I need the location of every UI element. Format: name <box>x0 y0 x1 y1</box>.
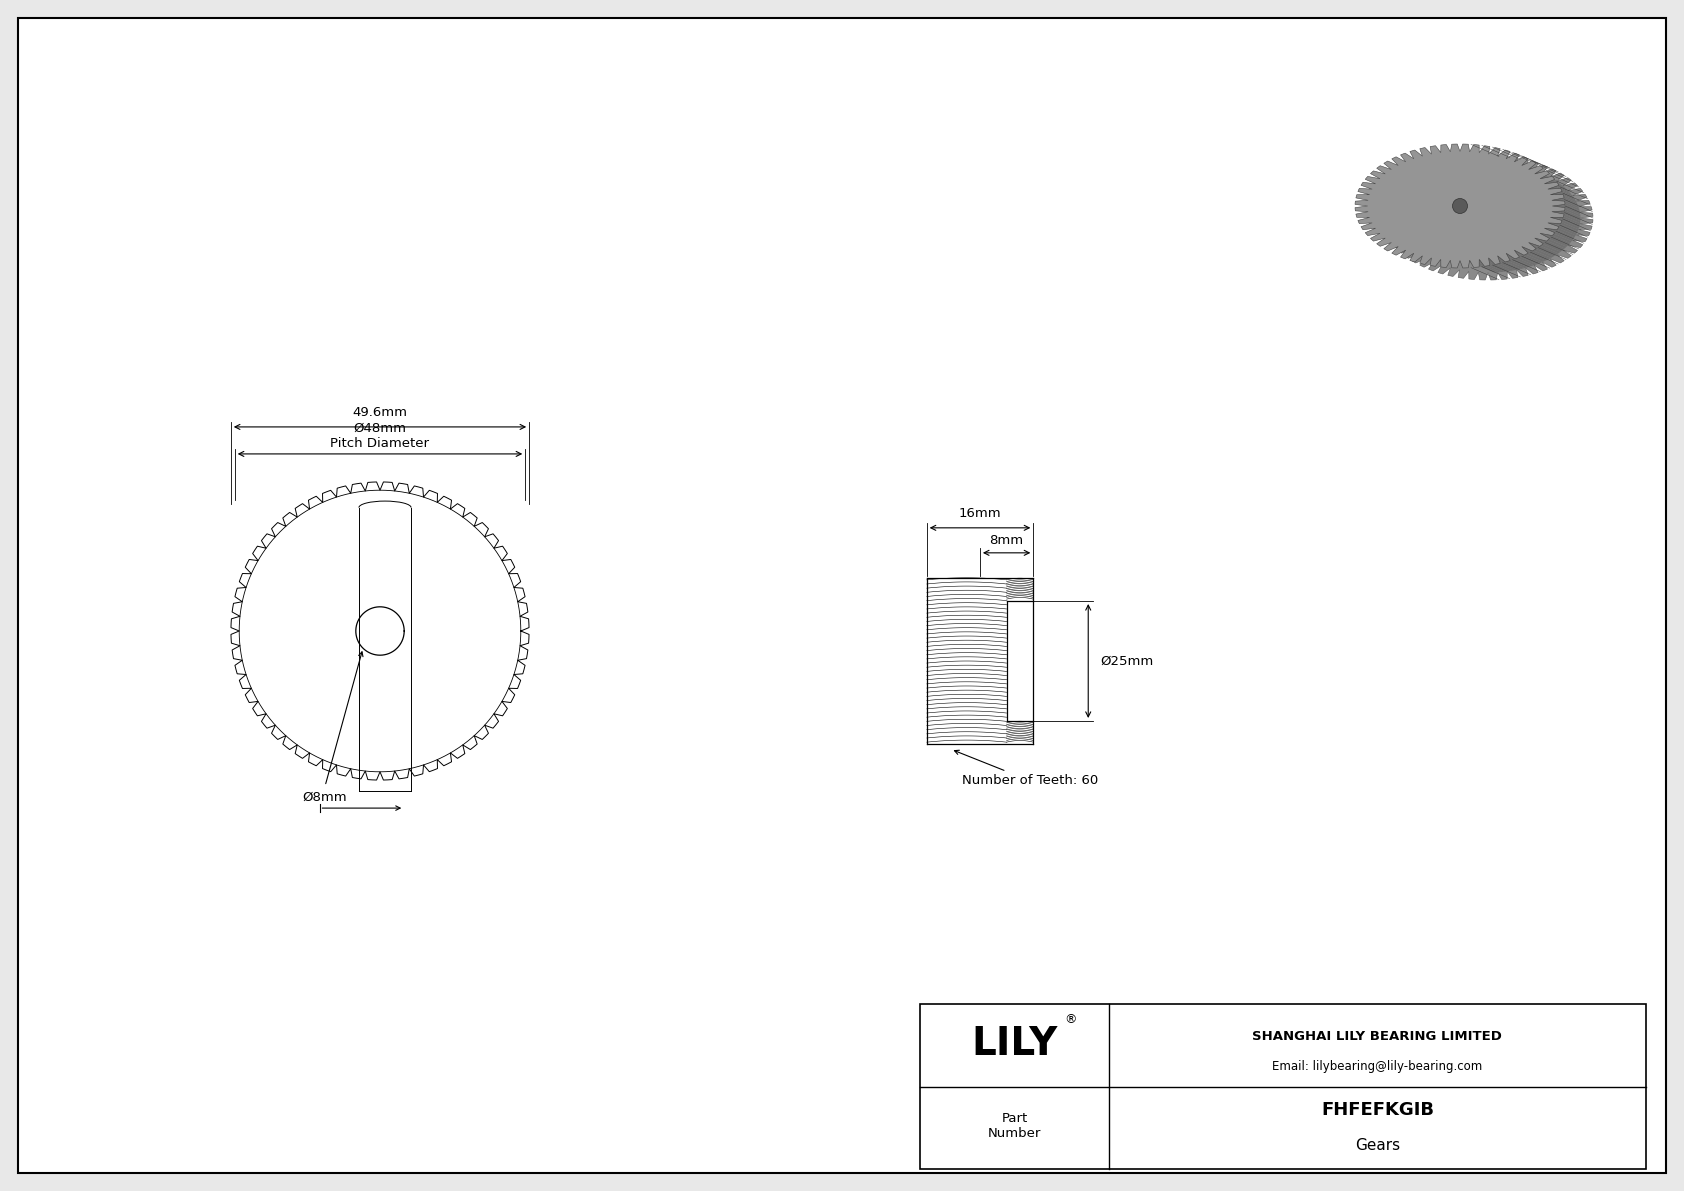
Polygon shape <box>1480 258 1511 272</box>
Polygon shape <box>19 18 1665 1173</box>
Polygon shape <box>1546 224 1576 237</box>
Text: FHFEFKGIB: FHFEFKGIB <box>1320 1100 1433 1118</box>
Polygon shape <box>1549 191 1578 205</box>
Polygon shape <box>1526 168 1556 181</box>
Text: Number of Teeth: 60: Number of Teeth: 60 <box>955 750 1098 787</box>
Text: ®: ® <box>1064 1014 1076 1027</box>
Polygon shape <box>1487 257 1517 270</box>
Polygon shape <box>1502 254 1534 267</box>
Polygon shape <box>919 1004 1645 1170</box>
Circle shape <box>1453 199 1467 213</box>
Polygon shape <box>1512 161 1543 174</box>
Polygon shape <box>1383 156 1593 280</box>
Text: 16mm: 16mm <box>958 507 1002 519</box>
Polygon shape <box>1537 235 1566 249</box>
Polygon shape <box>1356 144 1564 268</box>
Polygon shape <box>1477 152 1507 164</box>
Polygon shape <box>1470 151 1500 164</box>
Polygon shape <box>1474 260 1504 272</box>
Polygon shape <box>1465 261 1497 273</box>
Polygon shape <box>1505 158 1537 172</box>
Polygon shape <box>1541 179 1569 193</box>
Polygon shape <box>1502 157 1534 170</box>
Polygon shape <box>1532 173 1563 186</box>
Polygon shape <box>1521 164 1551 179</box>
Polygon shape <box>1497 156 1527 169</box>
Polygon shape <box>1553 202 1580 217</box>
Polygon shape <box>1531 170 1561 185</box>
Polygon shape <box>1546 187 1576 200</box>
Polygon shape <box>1517 248 1548 261</box>
Polygon shape <box>1546 225 1575 239</box>
Polygon shape <box>1551 211 1580 225</box>
Text: Ø25mm: Ø25mm <box>1100 655 1154 667</box>
Polygon shape <box>1551 216 1580 230</box>
Polygon shape <box>1516 162 1546 175</box>
Polygon shape <box>1534 174 1564 187</box>
Polygon shape <box>1531 239 1561 254</box>
Polygon shape <box>1521 245 1551 260</box>
Polygon shape <box>1480 152 1511 166</box>
Polygon shape <box>1517 163 1548 176</box>
Polygon shape <box>1527 169 1558 182</box>
Polygon shape <box>1553 210 1580 223</box>
Polygon shape <box>1549 219 1578 233</box>
Polygon shape <box>1522 166 1554 180</box>
Polygon shape <box>1534 237 1564 250</box>
Text: 49.6mm: 49.6mm <box>352 406 408 419</box>
Text: Ø48mm
Pitch Diameter: Ø48mm Pitch Diameter <box>330 422 429 450</box>
Polygon shape <box>1549 193 1578 206</box>
Polygon shape <box>1526 243 1556 256</box>
Polygon shape <box>1543 181 1571 195</box>
Polygon shape <box>1551 213 1580 227</box>
Text: 8mm: 8mm <box>990 534 1024 547</box>
Polygon shape <box>1532 238 1563 251</box>
Polygon shape <box>1539 233 1568 247</box>
Text: Gears: Gears <box>1356 1139 1399 1153</box>
Polygon shape <box>1553 205 1580 219</box>
Polygon shape <box>1465 151 1497 163</box>
Polygon shape <box>1487 154 1517 167</box>
Polygon shape <box>1500 255 1531 267</box>
Polygon shape <box>1516 249 1546 262</box>
Polygon shape <box>1509 160 1539 173</box>
Polygon shape <box>1470 260 1500 273</box>
Polygon shape <box>1494 155 1524 168</box>
Polygon shape <box>1477 260 1507 272</box>
Polygon shape <box>1490 257 1521 269</box>
Polygon shape <box>1548 188 1576 202</box>
Polygon shape <box>1527 242 1558 255</box>
Polygon shape <box>1551 197 1580 211</box>
Polygon shape <box>1549 218 1578 231</box>
Polygon shape <box>1541 231 1569 245</box>
Polygon shape <box>1490 155 1521 167</box>
Polygon shape <box>1522 244 1554 258</box>
Polygon shape <box>1543 229 1571 243</box>
Polygon shape <box>1509 251 1539 264</box>
Polygon shape <box>1537 175 1566 189</box>
Polygon shape <box>1497 255 1527 268</box>
Text: LILY: LILY <box>972 1024 1058 1062</box>
Polygon shape <box>1484 258 1514 270</box>
Polygon shape <box>1551 194 1580 208</box>
Text: Ø8mm: Ø8mm <box>303 791 347 803</box>
Polygon shape <box>1551 199 1580 213</box>
Polygon shape <box>1500 157 1531 169</box>
Polygon shape <box>1544 182 1573 197</box>
Polygon shape <box>1512 250 1543 263</box>
Text: Part
Number: Part Number <box>989 1112 1041 1140</box>
Polygon shape <box>1505 252 1537 266</box>
Polygon shape <box>1553 207 1580 222</box>
Polygon shape <box>1539 177 1568 191</box>
Polygon shape <box>1484 154 1514 166</box>
Polygon shape <box>1544 227 1573 242</box>
Polygon shape <box>1474 152 1504 164</box>
Text: SHANGHAI LILY BEARING LIMITED: SHANGHAI LILY BEARING LIMITED <box>1253 1030 1502 1043</box>
Text: Email: lilybearing@lily-bearing.com: Email: lilybearing@lily-bearing.com <box>1271 1060 1482 1073</box>
Polygon shape <box>1548 222 1576 236</box>
Polygon shape <box>1494 256 1524 269</box>
Polygon shape <box>1546 185 1575 199</box>
Polygon shape <box>1553 201 1580 214</box>
